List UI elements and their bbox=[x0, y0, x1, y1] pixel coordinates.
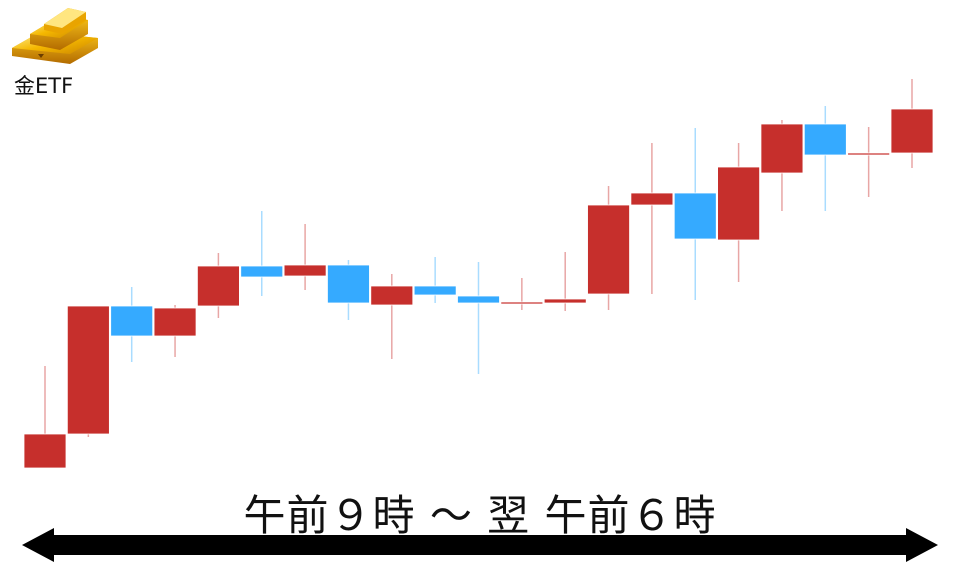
candle-body-up bbox=[587, 204, 630, 295]
logo-label: 金ETF bbox=[14, 74, 74, 98]
candle-body-up bbox=[890, 108, 934, 154]
candlestick-chart bbox=[23, 79, 934, 469]
candle-body-up bbox=[760, 123, 804, 174]
candle-body-up bbox=[196, 265, 240, 307]
candle-body-up bbox=[717, 166, 760, 241]
candle-body-down bbox=[110, 305, 154, 337]
candle-body-up bbox=[847, 152, 891, 156]
candle-body-down bbox=[803, 123, 847, 156]
gold-bars-icon bbox=[12, 8, 98, 64]
candle-body-down bbox=[457, 295, 500, 304]
candle-body-up bbox=[500, 301, 544, 305]
candle-body-up bbox=[66, 305, 110, 435]
candle-body-up bbox=[153, 307, 197, 337]
candle-body-down bbox=[240, 265, 284, 278]
candle-body-up bbox=[370, 285, 414, 306]
candle-body-up bbox=[283, 264, 327, 277]
candle-body-down bbox=[673, 192, 717, 240]
candle-body-down bbox=[413, 285, 457, 296]
time-range-label: 午前９時 ～ 翌 午前６時 bbox=[243, 491, 717, 540]
candle-body-up bbox=[630, 192, 674, 206]
double-arrow-icon bbox=[22, 528, 938, 562]
candle-body-up bbox=[543, 298, 587, 304]
candle-body-down bbox=[327, 264, 370, 304]
candle-body-up bbox=[23, 433, 67, 469]
